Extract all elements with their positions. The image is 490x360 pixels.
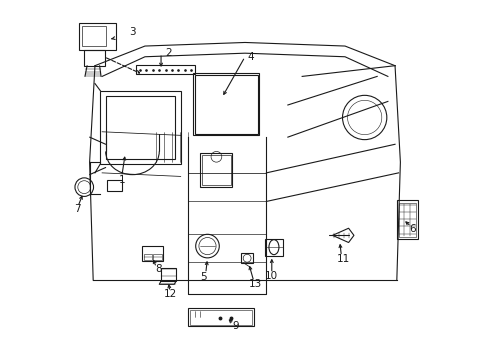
Bar: [188, 308, 254, 327]
Bar: [398, 203, 416, 237]
Text: 5: 5: [200, 272, 207, 282]
Bar: [397, 200, 418, 239]
Text: 8: 8: [155, 264, 162, 274]
Bar: [83, 50, 105, 66]
Bar: [106, 96, 175, 158]
Bar: [79, 23, 117, 50]
Text: 7: 7: [74, 204, 80, 214]
Bar: [143, 246, 163, 261]
Bar: [242, 253, 253, 263]
Bar: [190, 310, 252, 325]
Text: 12: 12: [164, 289, 177, 299]
Text: 13: 13: [249, 279, 262, 289]
Bar: [202, 155, 231, 185]
Text: 3: 3: [129, 27, 136, 37]
Bar: [200, 153, 232, 187]
Bar: [195, 75, 258, 134]
Bar: [153, 254, 162, 260]
Text: 10: 10: [265, 271, 278, 282]
Text: 2: 2: [165, 48, 172, 58]
Bar: [100, 91, 181, 164]
Text: 4: 4: [247, 52, 254, 62]
Text: 1: 1: [119, 175, 125, 185]
Bar: [193, 73, 259, 135]
Bar: [265, 239, 283, 256]
Bar: [161, 268, 176, 281]
Text: 11: 11: [337, 253, 350, 264]
Bar: [107, 180, 122, 191]
Text: 9: 9: [233, 321, 240, 332]
Bar: [136, 65, 195, 74]
Bar: [82, 26, 106, 46]
Text: 6: 6: [409, 224, 416, 234]
Bar: [144, 254, 152, 260]
